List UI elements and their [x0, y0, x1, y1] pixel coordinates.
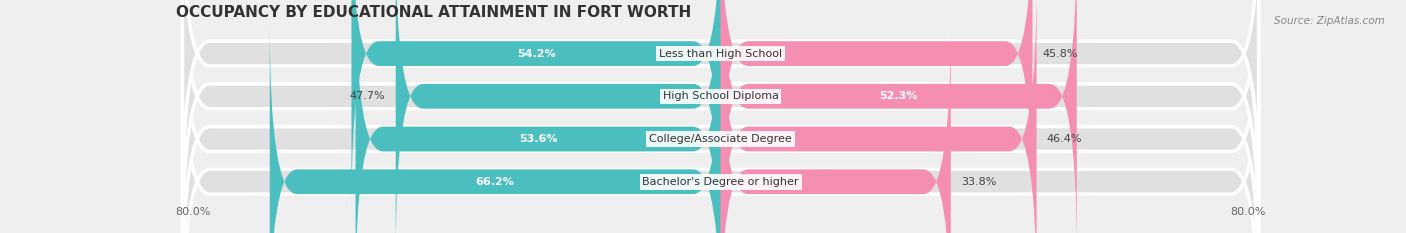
Text: 66.2%: 66.2% [475, 177, 515, 187]
Text: 45.8%: 45.8% [1043, 49, 1078, 58]
Text: Source: ZipAtlas.com: Source: ZipAtlas.com [1274, 16, 1385, 26]
FancyBboxPatch shape [183, 0, 1258, 233]
Text: 33.8%: 33.8% [960, 177, 997, 187]
Text: High School Diploma: High School Diploma [662, 91, 779, 101]
Text: 80.0%: 80.0% [176, 207, 211, 217]
FancyBboxPatch shape [270, 23, 721, 233]
Text: OCCUPANCY BY EDUCATIONAL ATTAINMENT IN FORT WORTH: OCCUPANCY BY EDUCATIONAL ATTAINMENT IN F… [176, 5, 690, 20]
Text: 52.3%: 52.3% [880, 91, 918, 101]
Text: College/Associate Degree: College/Associate Degree [650, 134, 792, 144]
FancyBboxPatch shape [395, 0, 721, 233]
FancyBboxPatch shape [352, 0, 721, 212]
Text: 54.2%: 54.2% [516, 49, 555, 58]
Text: 46.4%: 46.4% [1047, 134, 1083, 144]
Text: 53.6%: 53.6% [519, 134, 557, 144]
FancyBboxPatch shape [721, 0, 1077, 233]
FancyBboxPatch shape [356, 0, 721, 233]
FancyBboxPatch shape [183, 0, 1258, 233]
FancyBboxPatch shape [721, 0, 1032, 212]
Text: 47.7%: 47.7% [350, 91, 385, 101]
Text: 80.0%: 80.0% [1230, 207, 1265, 217]
FancyBboxPatch shape [721, 0, 1036, 233]
Text: Less than High School: Less than High School [659, 49, 782, 58]
FancyBboxPatch shape [721, 23, 950, 233]
FancyBboxPatch shape [183, 0, 1258, 212]
FancyBboxPatch shape [183, 23, 1258, 233]
Text: Bachelor's Degree or higher: Bachelor's Degree or higher [643, 177, 799, 187]
